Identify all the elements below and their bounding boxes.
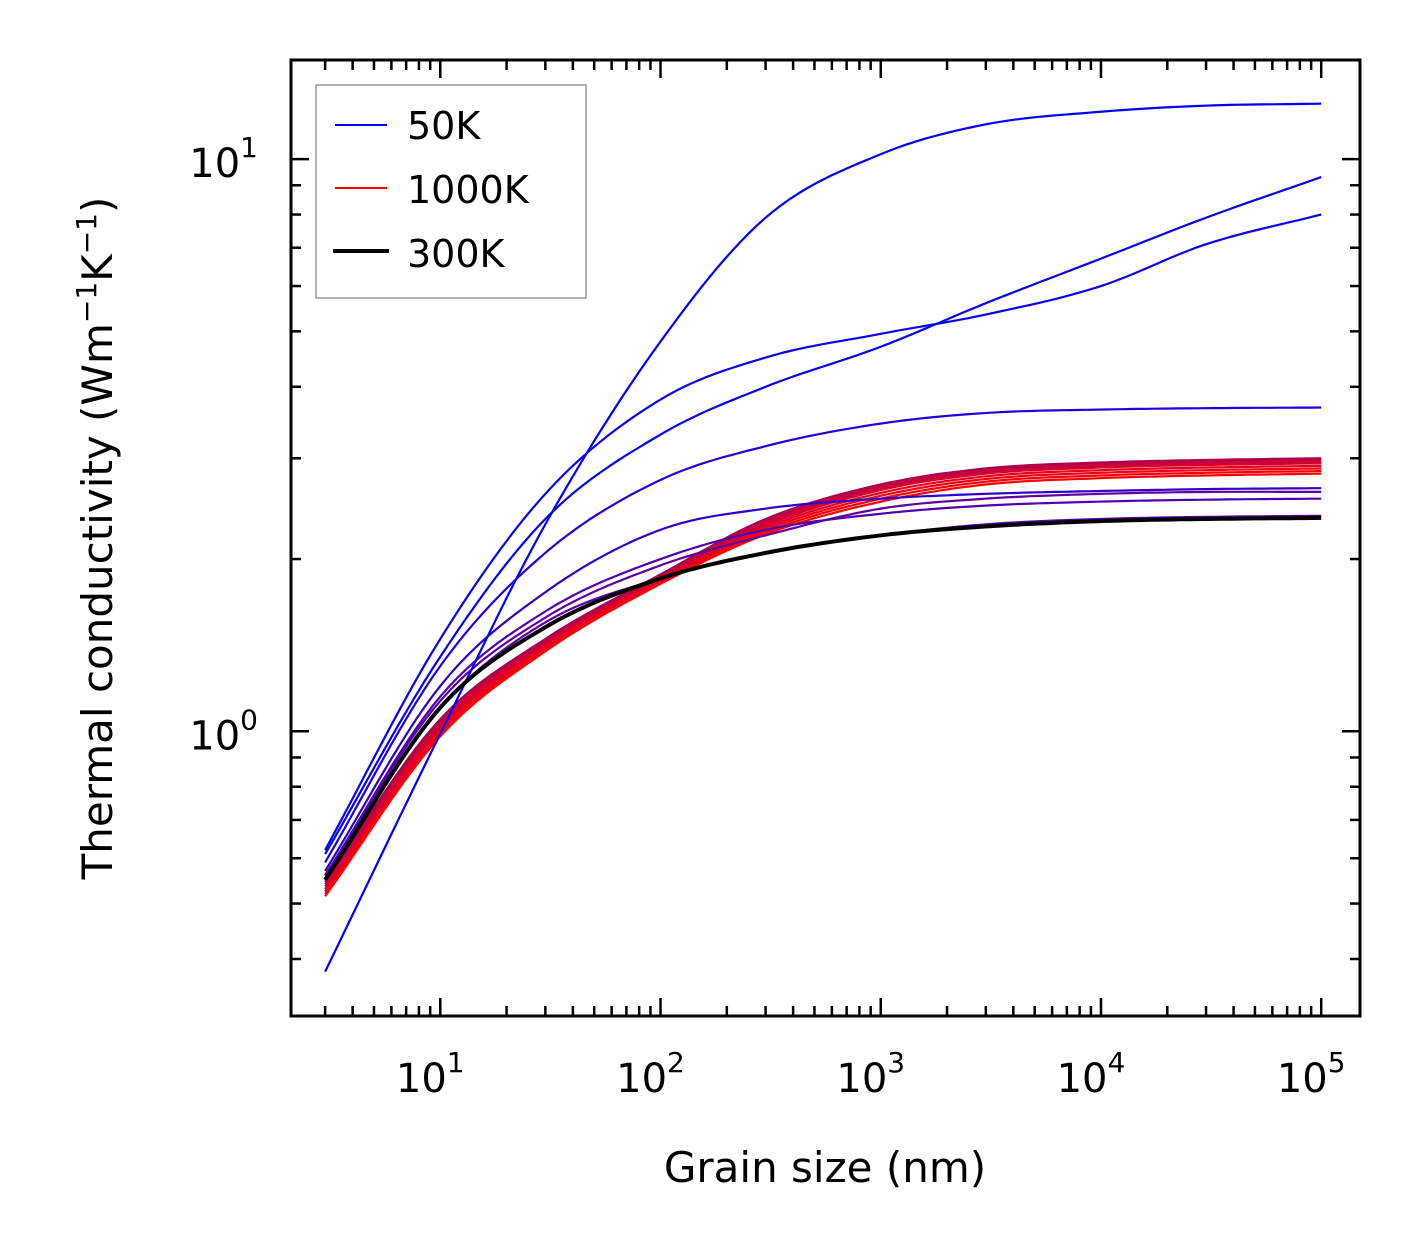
series-line-r1 [324,457,1322,881]
series-line-t7 [324,490,1322,876]
legend-label-50k: 50K [407,104,481,148]
y-axis-title-end: ) [73,197,122,213]
series-line-r5 [324,464,1322,890]
legend-frame [315,84,587,299]
y-axis-title: Thermal conductivity (Wm−1K−1) [70,197,122,881]
series-line-1000k [324,472,1322,897]
y-axis-title-sup1: −1 [70,282,103,323]
legend-label-1000k: 1000K [407,168,530,212]
series-line-r6 [324,467,1322,893]
x-tick-label: 101 [396,1046,465,1102]
series-line-t3 [324,213,1322,851]
series-line-300k [323,515,1322,881]
x-tick-label: 102 [616,1046,685,1102]
y-axis-title-sup2: −1 [70,213,103,254]
series-line-t4 [324,406,1322,863]
y-axis-title-mid: K [73,253,122,282]
legend-label-300k: 300K [407,232,506,276]
x-tick-label: 105 [1277,1046,1346,1102]
series-line-t2 [324,176,1322,855]
axis-ticks [291,60,1360,1016]
x-tick-label: 103 [836,1046,905,1102]
series-line-50k [324,102,1322,973]
y-tick-label: 101 [189,131,258,187]
x-tick-labels: 101 102 103 104 105 [396,1046,1346,1102]
x-axis-title: Grain size (nm) [664,1143,986,1192]
plot-curves [323,102,1322,973]
legend: 50K 1000K 300K [315,84,587,299]
series-line-t6 [324,497,1322,876]
series-line-t5 [324,487,1322,872]
plot-frame [289,58,1362,1018]
series-line-r7 [324,469,1322,895]
y-tick-label: 100 [189,703,258,759]
series-line-r2 [324,458,1322,883]
y-tick-labels: 100 101 [189,131,258,759]
series-line-r4 [324,462,1322,888]
y-axis-title-main: Thermal conductivity (Wm [73,323,122,880]
x-tick-label: 104 [1057,1046,1126,1102]
